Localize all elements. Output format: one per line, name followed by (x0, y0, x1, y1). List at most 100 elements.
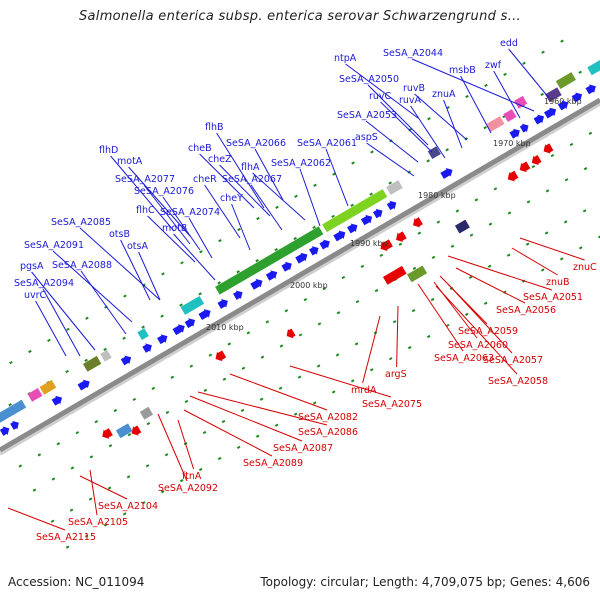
position-tick (122, 336, 126, 340)
reverse-gene-leader (396, 305, 399, 368)
position-tick (559, 257, 564, 261)
position-tick (199, 250, 203, 254)
position-tick (335, 353, 340, 357)
accession-label: Accession: NC_011094 (8, 575, 145, 589)
reverse-cds-arrow (507, 170, 519, 182)
forward-cds-arrow (372, 208, 383, 219)
position-tick (455, 209, 460, 213)
forward-feature-block-shape (0, 399, 27, 428)
forward-cds-arrow (519, 123, 529, 133)
position-tick (312, 225, 316, 230)
reverse-gene-label: SeSA_A2056 (496, 305, 556, 316)
forward-feature-block-shape (322, 189, 388, 233)
forward-cds-arrow (509, 128, 520, 139)
reverse-cds-arrow-shape (131, 425, 142, 436)
kbp-position-label: 2000 kbp (290, 281, 328, 290)
forward-gene-leader (365, 120, 419, 163)
position-tick (141, 501, 146, 505)
position-tick (407, 345, 412, 350)
forward-gene-label: cheZ (208, 154, 232, 165)
position-tick (464, 312, 469, 316)
position-tick (84, 358, 88, 363)
position-tick (146, 421, 151, 426)
reverse-cds-arrow-shape (543, 143, 554, 154)
kbp-position-label: 1960 kbp (544, 97, 582, 106)
reverse-cds-arrow (215, 350, 227, 362)
position-tick (369, 192, 373, 196)
position-tick (550, 153, 555, 158)
position-tick (583, 167, 588, 171)
forward-gene-label: cheR (193, 174, 217, 185)
position-tick (545, 189, 550, 193)
position-tick (170, 375, 175, 379)
position-tick (398, 242, 403, 246)
position-tick (450, 244, 455, 248)
position-tick (56, 442, 61, 446)
position-tick (66, 327, 70, 331)
forward-cds-arrow-shape (265, 270, 278, 281)
forward-gene-label: znuA (432, 89, 456, 100)
position-tick (468, 275, 473, 279)
forward-cds-arrow-shape (440, 168, 453, 179)
forward-cds-arrow-shape (51, 395, 63, 406)
kbp-position-label: 1980 kbp (418, 191, 456, 200)
reverse-cds-arrow-shape (380, 239, 393, 252)
position-tick (531, 165, 536, 169)
forward-gene-label: edd (500, 38, 518, 49)
forward-cds-arrow-shape (585, 84, 596, 95)
forward-cds-arrow (172, 324, 185, 336)
forward-cds-arrow-shape (142, 343, 152, 353)
position-tick (313, 183, 317, 187)
forward-feature-block (100, 349, 112, 362)
forward-gene-label: msbB (449, 65, 476, 76)
reverse-gene-leader (183, 409, 273, 457)
forward-feature-block (587, 52, 600, 76)
position-tick (218, 239, 222, 243)
position-tick (50, 519, 55, 523)
reverse-gene-leader (455, 267, 526, 304)
forward-gene-leader (250, 184, 283, 231)
forward-gene-label: uvrC (24, 290, 47, 301)
position-tick (341, 275, 346, 280)
forward-cds-arrow (347, 223, 358, 234)
position-tick (151, 386, 156, 390)
reverse-gene-label: znuB (546, 277, 570, 288)
position-tick (203, 388, 208, 392)
reverse-gene-leader (157, 413, 188, 482)
position-tick (18, 464, 23, 468)
reverse-cds-arrow (102, 428, 113, 439)
position-tick (430, 297, 435, 302)
forward-cds-arrow-shape (386, 200, 397, 211)
position-tick (474, 198, 479, 202)
position-tick (240, 408, 245, 412)
forward-cds-arrow-shape (250, 278, 263, 290)
forward-gene-label: motB (162, 223, 187, 234)
forward-feature-block (27, 387, 43, 402)
reverse-cds-arrow (131, 425, 142, 436)
position-tick (47, 338, 51, 343)
forward-feature-block (215, 226, 324, 295)
position-tick (37, 453, 42, 457)
forward-gene-leader (35, 300, 67, 357)
position-tick (88, 497, 93, 501)
forward-feature-block-shape (486, 116, 505, 132)
forward-gene-label: ruvA (399, 95, 422, 106)
reverse-cds-arrow (543, 143, 554, 154)
forward-gene-leader (508, 48, 550, 99)
position-tick (503, 72, 507, 76)
forward-cds-arrow-shape (544, 107, 557, 119)
forward-cds-arrow-shape (233, 290, 243, 300)
forward-cds-arrow-shape (333, 230, 346, 242)
position-tick (488, 222, 493, 226)
forward-gene-leader (231, 203, 251, 251)
position-tick (578, 70, 582, 74)
position-tick (370, 150, 374, 154)
forward-gene-label: cheY (220, 193, 243, 204)
reverse-cds-arrow-shape (531, 154, 542, 166)
forward-feature-block-shape (180, 295, 205, 315)
position-tick (8, 403, 12, 407)
forward-cds-arrow (142, 343, 152, 353)
forward-gene-leader (254, 148, 284, 201)
reverse-feature-block-shape (115, 423, 133, 439)
forward-gene-leader (252, 172, 306, 221)
